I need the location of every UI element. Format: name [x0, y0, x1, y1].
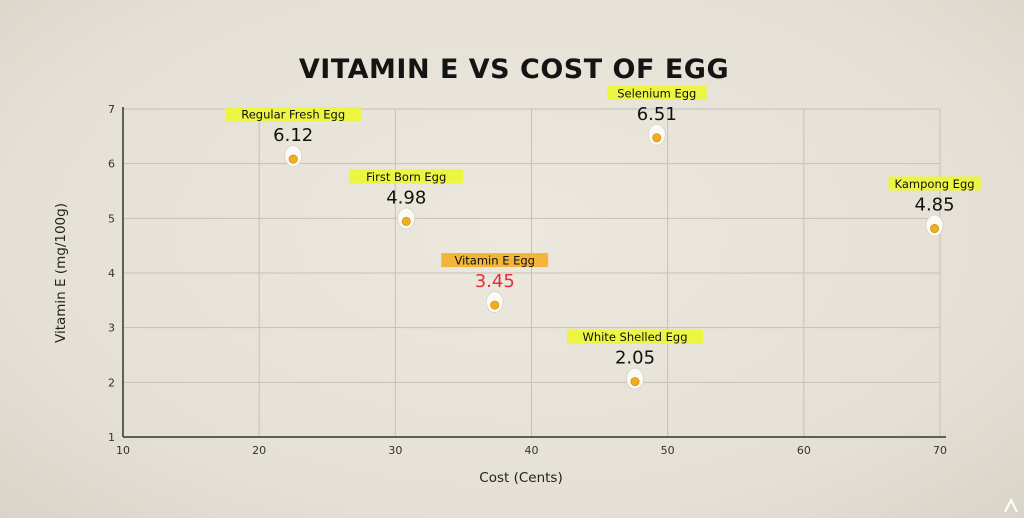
egg-yolk [630, 377, 640, 387]
point-label-tag [225, 107, 362, 122]
x-axis-label: Cost (Cents) [479, 470, 562, 486]
point-label: White Shelled Egg [582, 330, 687, 344]
egg-yolk [930, 224, 940, 234]
y-tick-label: 7 [108, 103, 115, 116]
point-label: Selenium Egg [617, 86, 696, 100]
grid [122, 108, 941, 438]
x-tick-label: 10 [116, 444, 130, 457]
egg-icon [397, 207, 416, 230]
point-label: Regular Fresh Egg [241, 108, 345, 122]
data-points: 6.12 Regular Fresh Egg 4.98 First Born Egg 3… [225, 85, 981, 390]
point-label-tag [888, 176, 981, 191]
x-ticks: 10 20 30 40 50 60 70 [116, 444, 947, 457]
point-label-tag [566, 329, 704, 344]
y-tick-label: 2 [108, 376, 115, 389]
egg-yolk [288, 154, 298, 164]
y-tick-label: 3 [108, 322, 115, 335]
point-label-tag [349, 169, 464, 184]
data-point: 3.45 Vitamin E Egg [441, 253, 549, 313]
y-tick-label: 5 [108, 212, 115, 225]
egg-yolk [652, 133, 662, 143]
x-tick-label: 70 [933, 444, 947, 457]
point-label-tag [606, 85, 707, 100]
y-tick-label: 4 [108, 267, 115, 280]
data-point: 6.12 Regular Fresh Egg [225, 107, 362, 168]
egg-yolk [490, 300, 500, 310]
y-axis-label: Vitamin E (mg/100g) [53, 203, 69, 343]
x-tick-label: 60 [797, 444, 811, 457]
data-point: 4.85 Kampong Egg [888, 176, 981, 237]
x-tick-label: 20 [252, 444, 266, 457]
point-label: Kampong Egg [895, 177, 975, 191]
egg-icon [925, 214, 944, 237]
x-tick-label: 30 [388, 444, 402, 457]
data-point: 2.05 White Shelled Egg [566, 329, 704, 390]
chart-title: VITAMIN E VS COST OF EGG [299, 54, 729, 85]
x-tick-label: 40 [525, 444, 539, 457]
egg-icon [284, 145, 303, 168]
point-value: 4.85 [915, 195, 955, 216]
point-value: 6.12 [273, 125, 313, 146]
egg-icon [485, 291, 504, 313]
egg-yolk [401, 216, 411, 226]
point-label: First Born Egg [366, 170, 446, 184]
point-value: 4.98 [386, 187, 426, 208]
egg-icon [626, 367, 644, 390]
point-label: Vitamin E Egg [454, 254, 535, 268]
y-tick-label: 6 [108, 158, 115, 171]
logo-icon [1004, 498, 1018, 513]
point-value: 6.51 [637, 104, 677, 125]
point-value: 2.05 [615, 348, 655, 369]
y-tick-label: 1 [108, 431, 115, 444]
data-point: 6.51 Selenium Egg [606, 85, 707, 146]
data-point: 4.98 First Born Egg [349, 169, 464, 230]
egg-icon [647, 123, 666, 146]
point-label-tag [441, 253, 549, 268]
point-value: 3.45 [475, 271, 515, 292]
axes [122, 107, 946, 438]
y-ticks: 1 2 3 4 5 6 7 [108, 103, 115, 444]
x-tick-label: 50 [661, 444, 675, 457]
